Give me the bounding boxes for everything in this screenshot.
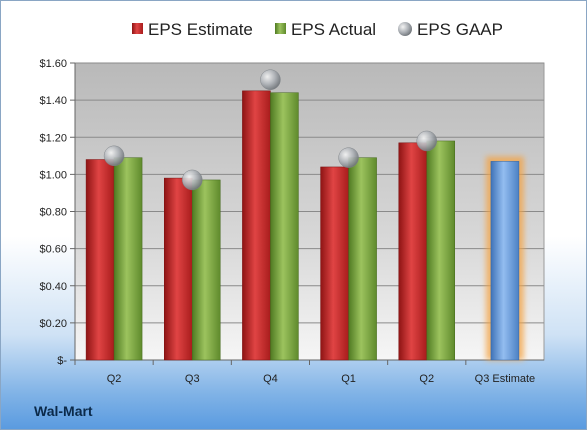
y-tick-label: $0.20	[39, 318, 67, 330]
y-axis: $- $0.20 $0.40 $0.60 $0.80 $1.00 $1.20 $1.40 $1.…	[39, 58, 76, 367]
legend-label-estimate: EPS Estimate	[148, 20, 253, 39]
bar-eps-estimate	[242, 90, 271, 361]
bar-eps-estimate	[164, 177, 193, 361]
marker-eps-gaap	[416, 130, 437, 152]
y-tick-label: $0.80	[39, 207, 67, 219]
marker-eps-gaap	[182, 169, 203, 191]
gaap-markers	[103, 69, 437, 191]
y-tick-label: $0.40	[39, 281, 67, 293]
y-tick-label: $1.00	[39, 169, 67, 181]
legend-swatch-actual	[275, 23, 286, 34]
chart-legend: EPS Estimate EPS Actual EPS GAAP	[132, 20, 503, 39]
x-tick-label: Q2	[107, 373, 122, 385]
bar-eps-actual	[113, 157, 143, 361]
y-tick-label: $1.20	[39, 132, 67, 144]
x-tick-label: Q1	[341, 373, 356, 385]
marker-eps-gaap	[260, 69, 281, 90]
bar-eps-estimate	[85, 159, 115, 361]
marker-eps-gaap	[338, 147, 359, 168]
x-tick-label: Q4	[263, 373, 278, 385]
bar-q3-estimate	[490, 161, 520, 361]
marker-eps-gaap	[103, 145, 125, 167]
y-tick-label: $0.60	[39, 244, 67, 256]
legend-label-actual: EPS Actual	[291, 20, 376, 39]
x-tick-label: Q2	[419, 373, 434, 385]
y-tick-label: $-	[57, 355, 67, 367]
bar-eps-actual	[270, 92, 299, 361]
legend-swatch-estimate	[132, 23, 143, 34]
x-tick-label: Q3	[185, 373, 200, 385]
company-label: Wal-Mart	[34, 403, 93, 419]
bar-eps-estimate	[320, 166, 349, 361]
y-tick-label: $1.60	[39, 58, 67, 70]
x-axis: Q2 Q3 Q4 Q1 Q2 Q3 Estimate	[74, 359, 544, 385]
bar-eps-actual	[348, 157, 377, 361]
bars	[85, 90, 524, 361]
legend-label-gaap: EPS GAAP	[417, 20, 503, 39]
y-tick-label: $1.40	[39, 95, 67, 107]
bar-eps-actual	[192, 179, 221, 361]
bar-eps-actual	[426, 140, 455, 361]
bar-eps-estimate	[398, 142, 427, 361]
legend-swatch-gaap	[398, 22, 412, 36]
x-tick-label: Q3 Estimate	[475, 373, 536, 385]
